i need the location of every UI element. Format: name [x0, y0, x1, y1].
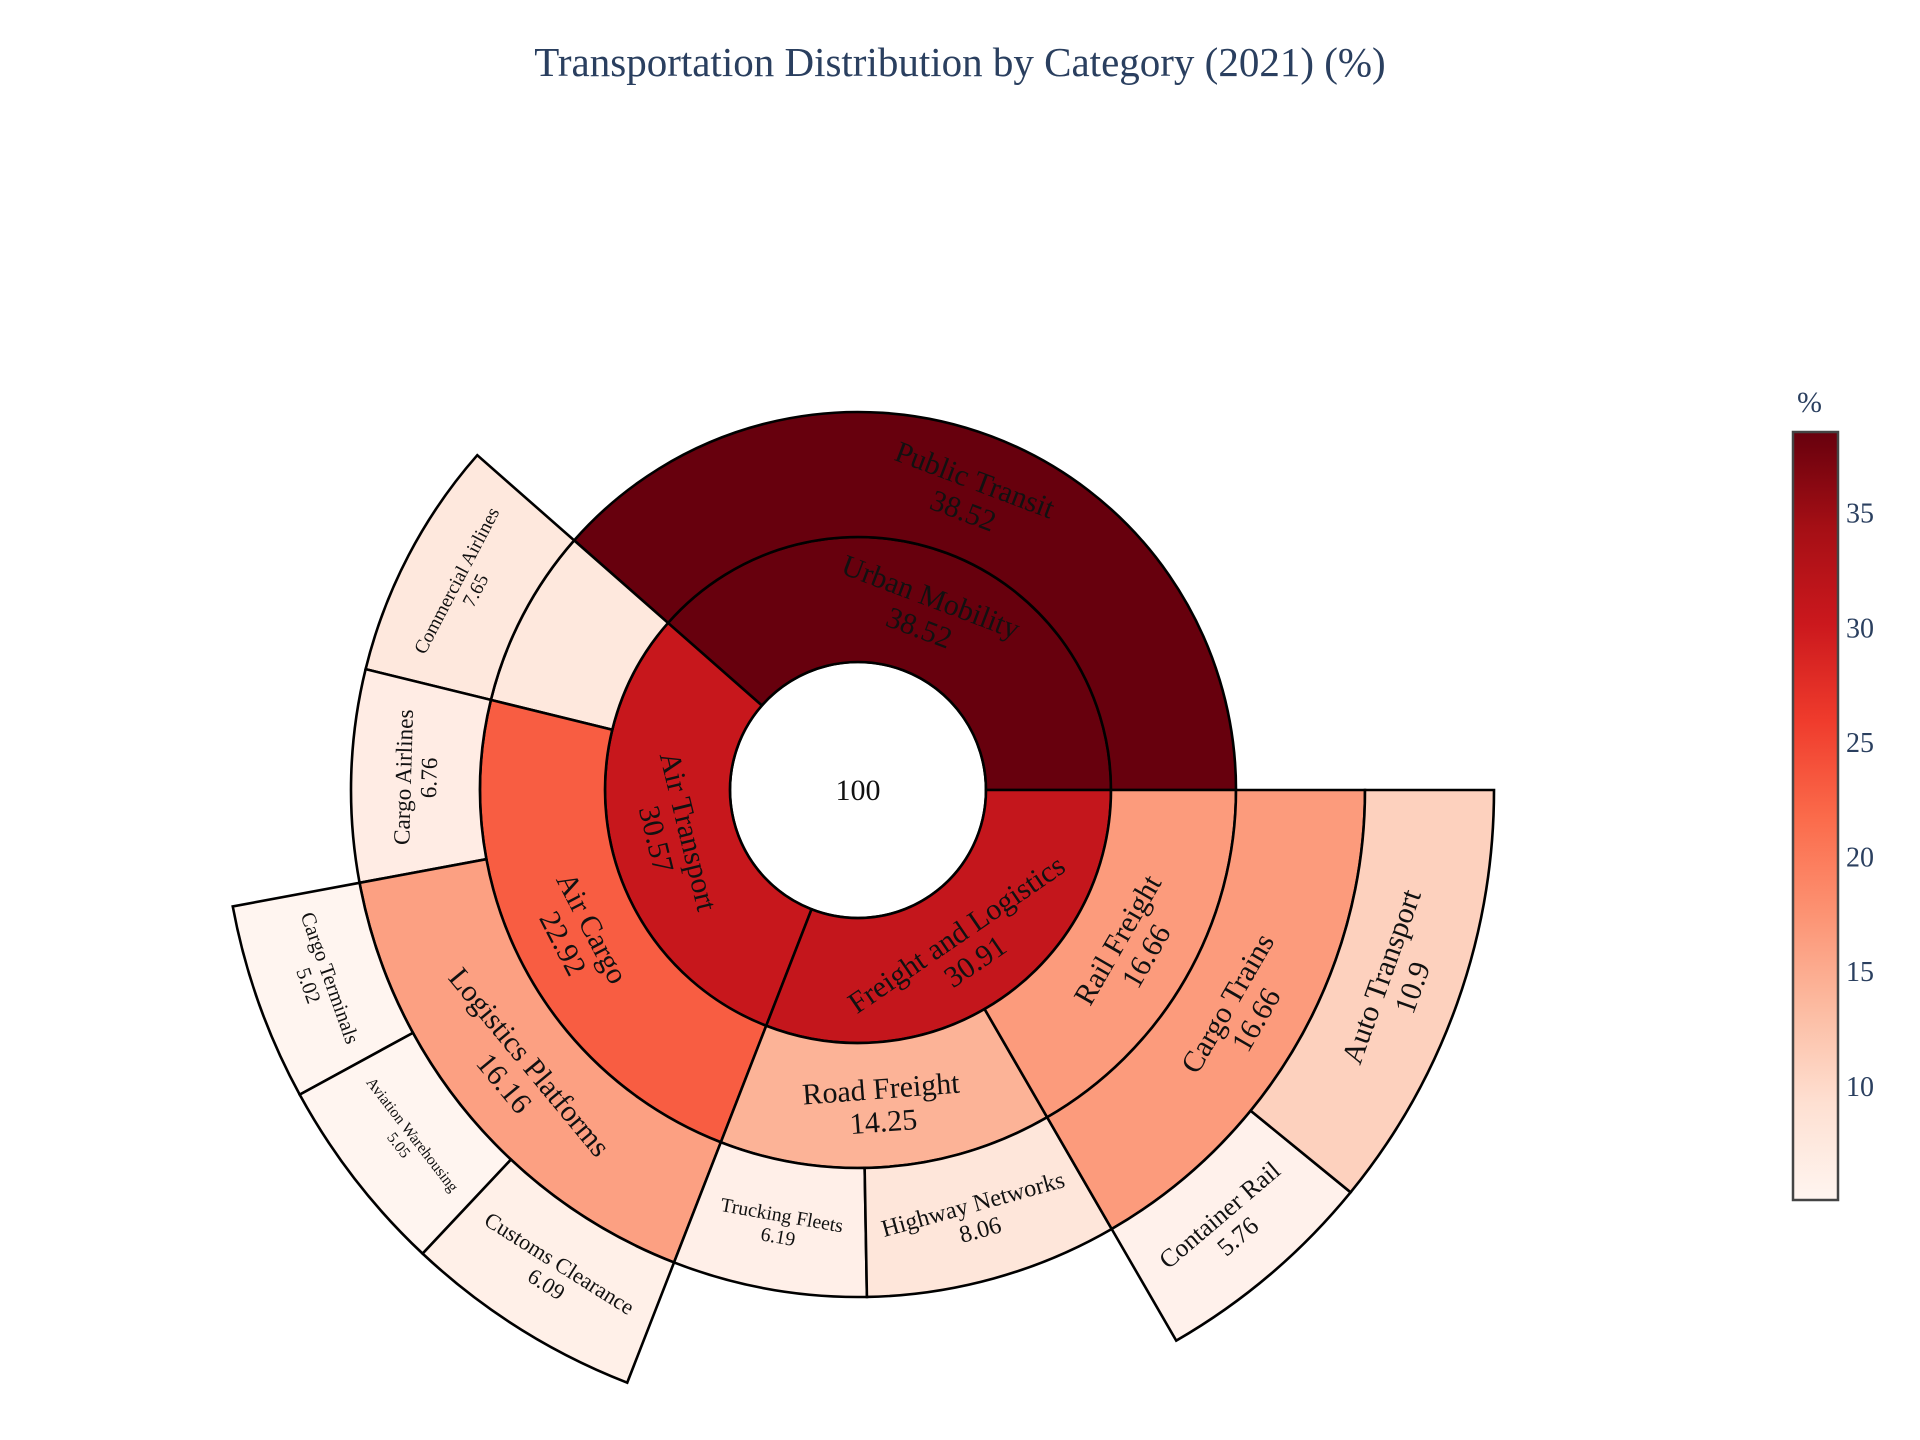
colorbar-title: % [1797, 386, 1822, 419]
sunburst-root-value: 100 [836, 774, 881, 807]
colorbar-tick-label: 30 [1846, 613, 1874, 644]
colorbar-gradient [1791, 430, 1840, 1202]
colorbar: % 10 15 20 25 30 35 [1791, 386, 1874, 1202]
sunburst-segment-public[interactable] [572, 410, 1238, 792]
sunburst-label-value: 6.76 [416, 757, 443, 798]
colorbar-tick-label: 15 [1846, 957, 1874, 988]
sunburst-label-cargoair: Cargo Airlines6.76 [389, 709, 444, 846]
colorbar-tick-label: 25 [1846, 728, 1874, 759]
colorbar-tick-label: 35 [1846, 499, 1874, 530]
sunburst-segment-autotransport[interactable] [1248, 788, 1496, 1195]
sunburst-label-name: Cargo Airlines [389, 709, 419, 845]
sunburst-label-value: 14.25 [849, 1103, 919, 1141]
colorbar-tick-label: 20 [1846, 843, 1874, 874]
colorbar-tick-label: 10 [1846, 1072, 1874, 1103]
chart-title: Transportation Distribution by Category … [534, 39, 1385, 85]
sunburst-segment-customs[interactable] [420, 1157, 676, 1385]
